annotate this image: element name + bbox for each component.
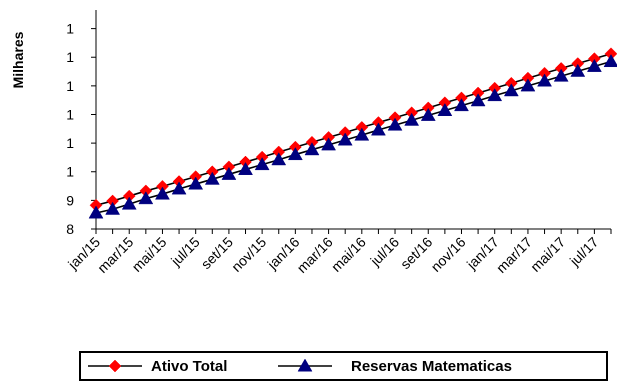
series-ativo-total	[89, 47, 617, 212]
data-point	[304, 142, 320, 156]
legend-label: Reservas Matematicas	[351, 358, 512, 375]
x-tick-label: mar/15	[94, 234, 136, 276]
axes	[95, 10, 611, 230]
data-point	[370, 122, 386, 136]
series-line	[95, 53, 612, 207]
data-point	[487, 88, 503, 102]
series-layer	[88, 47, 617, 219]
y-tick-label: 1	[66, 106, 74, 122]
y-tick-label: 1	[66, 164, 74, 180]
x-tick-label: nov/15	[228, 234, 269, 275]
data-point	[470, 93, 486, 107]
x-tick-label: jul/16	[366, 234, 402, 270]
data-point	[238, 161, 253, 175]
data-point	[138, 191, 154, 205]
data-point	[188, 176, 204, 190]
legend-marker	[297, 358, 313, 372]
data-point	[570, 63, 586, 77]
data-point	[454, 98, 469, 112]
y-axis-title: Milhares	[10, 31, 26, 88]
x-tick-label: mar/16	[294, 234, 336, 276]
x-axis-ticks: jan/15mar/15mai/15jul/15set/15nov/15jan/…	[64, 229, 612, 276]
data-point	[321, 137, 337, 151]
x-tick-label: jul/17	[566, 234, 602, 270]
data-point	[586, 58, 602, 72]
data-point	[287, 147, 303, 161]
y-tick-label: 8	[66, 221, 74, 237]
y-axis-ticks: 8 9 1 1 1 1 1 1	[66, 21, 96, 237]
data-point	[520, 78, 536, 92]
data-point	[221, 166, 237, 180]
data-point	[88, 205, 104, 219]
x-tick-label: jul/15	[167, 234, 203, 270]
x-tick-label: mai/15	[129, 234, 170, 275]
x-tick-label: mai/17	[527, 234, 568, 275]
legend-label: Ativo Total	[151, 358, 227, 375]
data-point	[404, 112, 420, 126]
x-tick-label: mai/16	[328, 234, 369, 275]
y-tick-label: 1	[66, 49, 74, 65]
data-point	[354, 127, 370, 141]
data-point	[155, 186, 170, 200]
data-point	[537, 73, 552, 87]
legend-entry: Reservas Matematicas	[278, 358, 512, 375]
data-point	[254, 157, 270, 171]
data-point	[387, 117, 403, 131]
legend-entry: Ativo Total	[88, 358, 227, 375]
data-point	[337, 132, 353, 146]
data-point	[271, 152, 287, 166]
series-line	[95, 60, 612, 214]
y-axis-title-group: Milhares	[10, 31, 26, 88]
y-tick-label: 1	[66, 21, 74, 37]
x-tick-label: mar/17	[493, 234, 535, 276]
x-tick-label: nov/16	[428, 234, 469, 275]
data-point	[503, 83, 519, 97]
legend-box	[79, 351, 608, 381]
y-tick-label: 1	[66, 78, 74, 94]
data-point	[420, 107, 436, 121]
data-point	[437, 102, 453, 116]
data-point	[121, 196, 137, 210]
data-point	[171, 181, 187, 195]
y-tick-label: 1	[66, 135, 74, 151]
data-point	[603, 54, 617, 68]
y-tick-label: 9	[66, 192, 74, 208]
legend: Ativo Total Reservas Matematicas	[79, 351, 608, 381]
data-point	[553, 68, 569, 82]
legend-marker	[108, 359, 122, 373]
data-point	[204, 171, 220, 185]
series-reservas-matematicas	[88, 54, 617, 219]
data-point	[105, 201, 121, 215]
